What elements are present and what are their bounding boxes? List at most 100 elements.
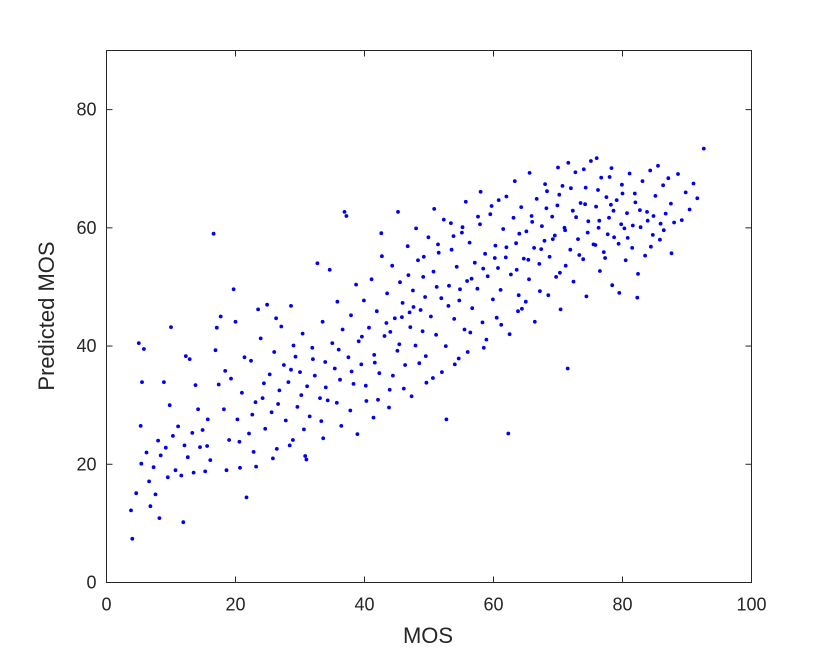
data-point [432, 207, 437, 211]
data-point [436, 250, 441, 255]
data-point [462, 327, 467, 332]
data-point [661, 183, 665, 188]
data-point [583, 202, 587, 207]
data-point [594, 204, 598, 209]
data-point [627, 171, 632, 176]
data-point [240, 390, 244, 395]
data-point [289, 367, 293, 372]
data-point [216, 382, 221, 387]
data-point [610, 283, 615, 288]
data-point [339, 424, 344, 428]
data-point [584, 294, 589, 299]
data-point [319, 419, 324, 423]
data-point [416, 258, 420, 263]
data-points [129, 146, 706, 541]
x-tick-label: 20 [225, 595, 245, 615]
data-point [193, 383, 198, 387]
data-point [250, 412, 255, 417]
data-point [666, 176, 671, 181]
data-point [573, 170, 578, 175]
data-point [398, 280, 402, 285]
data-point [436, 242, 440, 247]
data-point [516, 309, 520, 314]
data-point [304, 457, 309, 462]
data-point [235, 417, 240, 422]
data-point [501, 227, 506, 231]
data-point [552, 233, 557, 238]
data-point [351, 382, 356, 386]
data-point [534, 197, 539, 201]
data-point [303, 454, 308, 458]
data-point [597, 218, 602, 223]
y-axis-label: Predicted MOS [34, 241, 59, 390]
data-point [440, 370, 444, 374]
data-point [153, 492, 158, 497]
data-point [171, 434, 175, 438]
data-point [604, 195, 609, 200]
data-point [635, 295, 640, 300]
data-point [538, 289, 542, 293]
data-point [139, 461, 144, 466]
data-point [481, 266, 486, 271]
data-point [205, 417, 210, 422]
data-point [355, 432, 360, 436]
y-tick-label: 80 [76, 100, 96, 120]
data-point [253, 400, 258, 405]
data-point [369, 277, 374, 282]
data-point [603, 256, 607, 260]
data-point [529, 214, 534, 218]
data-point [406, 273, 411, 277]
data-point [391, 373, 395, 378]
data-point [449, 221, 453, 226]
data-point [526, 257, 531, 262]
data-point [601, 250, 606, 255]
data-point [348, 408, 353, 413]
data-point [242, 355, 247, 360]
data-point [421, 254, 426, 259]
data-point [279, 324, 284, 329]
data-point [315, 261, 320, 266]
data-point [679, 218, 684, 223]
data-point [417, 361, 422, 366]
data-point [420, 329, 425, 334]
data-point [585, 230, 590, 235]
data-point [258, 336, 263, 341]
data-point [576, 237, 580, 242]
data-point [640, 179, 645, 184]
data-point [614, 198, 619, 203]
data-point [472, 260, 477, 265]
data-point [312, 373, 317, 378]
data-point [509, 272, 513, 277]
data-point [521, 256, 526, 261]
data-point [213, 348, 218, 353]
data-point [388, 330, 393, 334]
data-point [409, 394, 414, 399]
data-point [323, 385, 328, 390]
data-point [158, 453, 163, 458]
data-point [222, 407, 226, 412]
data-point [496, 198, 501, 203]
data-point [527, 171, 532, 175]
data-point [463, 199, 468, 204]
data-point [300, 331, 305, 336]
y-tick-label: 40 [76, 336, 96, 356]
data-point [663, 211, 668, 216]
data-point [305, 384, 309, 389]
data-point [496, 266, 500, 270]
data-point [493, 243, 498, 248]
data-point [649, 244, 653, 249]
data-point [632, 191, 637, 196]
data-point [269, 410, 274, 415]
data-point [380, 254, 384, 259]
data-point [385, 291, 389, 296]
plot-area-frame [106, 50, 752, 583]
y-tick-label: 60 [76, 218, 96, 238]
data-point [465, 350, 470, 354]
data-point [527, 277, 531, 282]
data-point [617, 291, 622, 295]
data-point [334, 400, 339, 405]
data-point [669, 201, 673, 206]
data-point [625, 236, 630, 240]
data-point [247, 431, 251, 436]
data-point [638, 208, 642, 213]
